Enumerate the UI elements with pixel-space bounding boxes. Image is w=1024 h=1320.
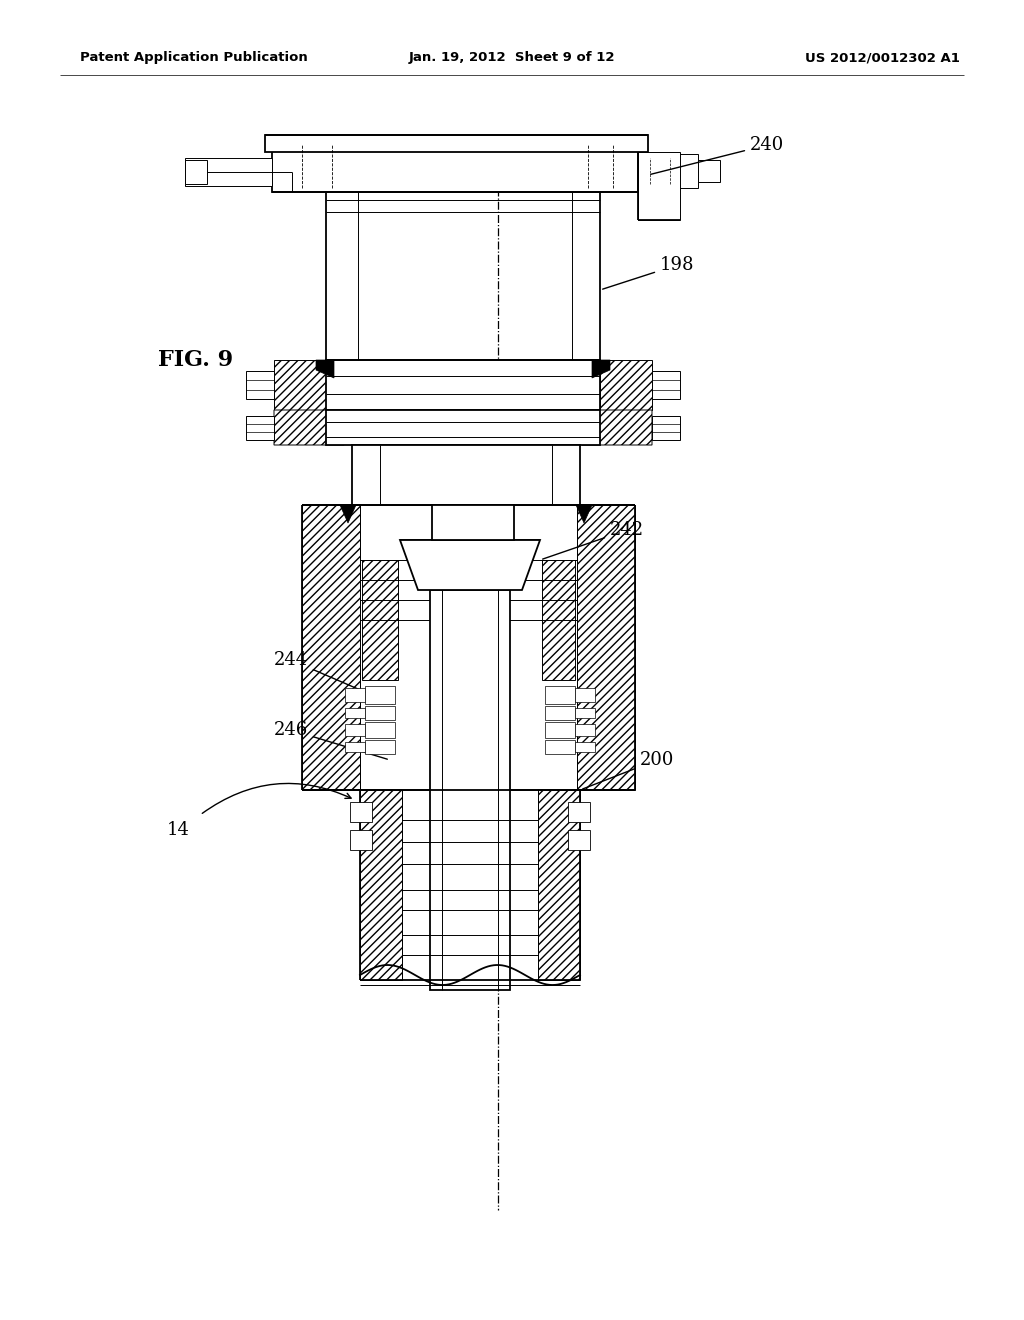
Polygon shape [582, 411, 652, 445]
Bar [246, 416, 274, 440]
Text: 14: 14 [167, 821, 189, 840]
Bar [698, 160, 720, 182]
Bar [302, 506, 360, 789]
Bar [545, 741, 575, 754]
Bar [542, 560, 575, 680]
Bar [326, 360, 600, 411]
Bar [652, 371, 680, 399]
Bar [545, 722, 575, 738]
Polygon shape [400, 540, 540, 590]
Bar [575, 742, 595, 752]
Polygon shape [274, 411, 344, 445]
Bar [274, 360, 326, 411]
Bar [345, 742, 365, 752]
Polygon shape [316, 360, 334, 378]
Bar [345, 708, 365, 718]
Bar [365, 741, 395, 754]
Bar [600, 360, 652, 411]
Bar [638, 152, 680, 220]
Bar [185, 158, 272, 186]
Bar [350, 830, 372, 850]
Bar [575, 688, 595, 702]
Text: 242: 242 [543, 521, 644, 560]
Bar [326, 411, 600, 445]
Bar [265, 135, 648, 152]
Bar [545, 686, 575, 704]
Text: 244: 244 [273, 651, 392, 704]
Text: 198: 198 [603, 256, 694, 289]
Bar [345, 688, 365, 702]
Bar [538, 789, 580, 979]
Bar [350, 803, 372, 822]
Bar [432, 506, 514, 540]
Bar [185, 160, 207, 183]
Bar [272, 140, 638, 191]
Text: Jan. 19, 2012  Sheet 9 of 12: Jan. 19, 2012 Sheet 9 of 12 [409, 51, 615, 65]
Bar [545, 706, 575, 719]
Bar [652, 416, 680, 440]
Text: FIG. 9: FIG. 9 [158, 348, 233, 371]
Bar [575, 708, 595, 718]
Polygon shape [340, 506, 356, 523]
Bar [568, 803, 590, 822]
Polygon shape [592, 360, 610, 378]
Bar [365, 722, 395, 738]
Text: Patent Application Publication: Patent Application Publication [80, 51, 308, 65]
Bar [365, 706, 395, 719]
Bar [568, 830, 590, 850]
Bar [430, 590, 510, 990]
Bar [577, 506, 635, 789]
Polygon shape [575, 506, 592, 523]
Bar [360, 789, 402, 979]
Bar [575, 723, 595, 737]
Text: US 2012/0012302 A1: US 2012/0012302 A1 [805, 51, 961, 65]
Text: 246: 246 [273, 721, 387, 759]
Bar [365, 686, 395, 704]
Bar [362, 560, 398, 680]
Text: 200: 200 [583, 751, 675, 789]
Bar [638, 154, 698, 187]
Bar [345, 723, 365, 737]
Bar [246, 371, 274, 399]
Bar [352, 445, 580, 506]
Text: 240: 240 [650, 136, 784, 174]
